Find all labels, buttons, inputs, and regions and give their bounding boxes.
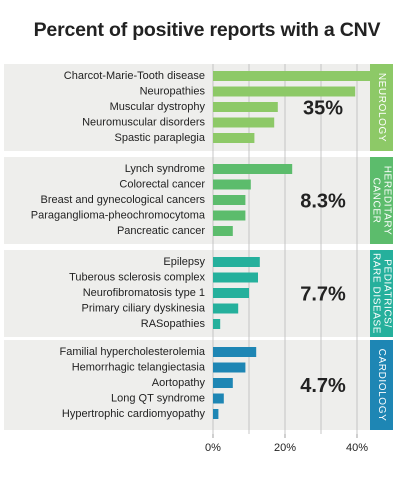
category-label: Tuberous sclerosis complex: [69, 272, 205, 284]
bar: [213, 133, 255, 143]
category-label: Familial hypercholesterolemia: [59, 346, 205, 358]
group-tab-label: CANCER: [371, 178, 382, 224]
bar: [213, 71, 379, 81]
group-tab-label: NEUROLOGY: [376, 73, 387, 142]
category-label: RASopathies: [141, 318, 206, 330]
bar: [213, 362, 246, 373]
bar: [213, 195, 246, 205]
group-summary: 4.7%: [300, 375, 346, 397]
bar: [213, 164, 293, 174]
bar: [213, 288, 249, 298]
category-label: Colorectal cancer: [119, 179, 205, 191]
group-tab-label: PEDIATRICS/: [382, 259, 393, 328]
group-tab-label: CARDIOLOGY: [376, 349, 387, 422]
category-label: Hemorrhagic telangiectasia: [72, 362, 206, 374]
category-label: Aortopathy: [152, 377, 206, 389]
category-label: Hypertrophic cardiomyopathy: [62, 408, 206, 420]
group-summary: 7.7%: [300, 284, 346, 306]
group-tab: [370, 64, 393, 151]
category-label: Epilepsy: [163, 256, 205, 268]
group-tab: [370, 340, 393, 430]
category-label: Primary ciliary dyskinesia: [82, 303, 206, 315]
bar: [213, 303, 239, 314]
category-label: Paraganglioma-pheochromocytoma: [31, 210, 206, 222]
group-panel: [4, 157, 370, 244]
bar: [213, 86, 356, 97]
bar: [213, 319, 221, 329]
bar: [213, 257, 260, 267]
category-label: Charcot-Marie-Tooth disease: [64, 70, 205, 82]
tick-label: 40%: [346, 442, 368, 454]
category-label: Long QT syndrome: [111, 393, 205, 405]
group-summary: 35%: [303, 98, 343, 120]
category-label: Breast and gynecological cancers: [41, 194, 206, 206]
group-tab: [370, 157, 393, 244]
group-summary: 8.3%: [300, 191, 346, 213]
bar: [213, 210, 246, 221]
group-tab: [370, 250, 393, 337]
category-label: Lynch syndrome: [125, 163, 205, 175]
category-label: Neuropathies: [140, 86, 206, 98]
category-label: Neuromuscular disorders: [82, 117, 205, 129]
bar: [213, 272, 258, 283]
category-label: Muscular dystrophy: [110, 101, 206, 113]
category-label: Pancreatic cancer: [117, 225, 205, 237]
group-panel: [4, 250, 370, 337]
bar: [213, 409, 219, 419]
tick-label: 0%: [205, 442, 221, 454]
category-label: Spastic paraplegia: [114, 132, 205, 144]
bar: [213, 226, 233, 236]
group-tab-label: RARE DISEASE: [371, 253, 382, 334]
group-panel: [4, 340, 370, 430]
tick-label: 20%: [274, 442, 296, 454]
chart-title: Percent of positive reports with a CNV: [33, 19, 381, 41]
bar: [213, 179, 251, 190]
bar: [213, 378, 233, 388]
category-label: Neurofibromatosis type 1: [83, 287, 205, 299]
group-tab-label: HEREDITARY: [382, 166, 393, 236]
bar: [213, 347, 257, 357]
bar: [213, 393, 224, 404]
bar: [213, 117, 275, 128]
bar: [213, 102, 278, 112]
